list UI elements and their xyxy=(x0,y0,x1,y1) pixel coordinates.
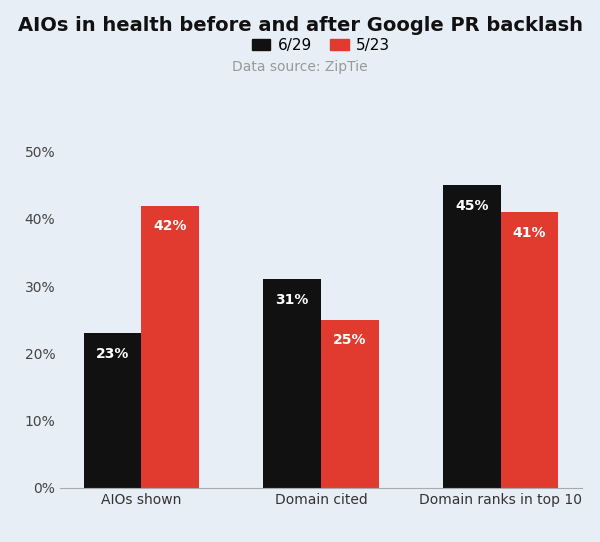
Bar xyxy=(84,333,141,488)
Bar xyxy=(141,205,199,488)
Text: 31%: 31% xyxy=(275,293,309,307)
Text: AIOs in health before and after Google PR backlash: AIOs in health before and after Google P… xyxy=(17,16,583,35)
Bar xyxy=(501,212,558,488)
Text: 41%: 41% xyxy=(513,225,546,240)
Text: 45%: 45% xyxy=(455,199,489,213)
Text: Data source: ZipTie: Data source: ZipTie xyxy=(232,60,368,74)
Text: 23%: 23% xyxy=(96,347,129,360)
Bar xyxy=(263,280,321,488)
Legend: 6/29, 5/23: 6/29, 5/23 xyxy=(245,31,397,59)
Text: 42%: 42% xyxy=(153,219,187,233)
Text: 25%: 25% xyxy=(333,333,367,347)
Bar xyxy=(443,185,501,488)
Bar xyxy=(321,320,379,488)
